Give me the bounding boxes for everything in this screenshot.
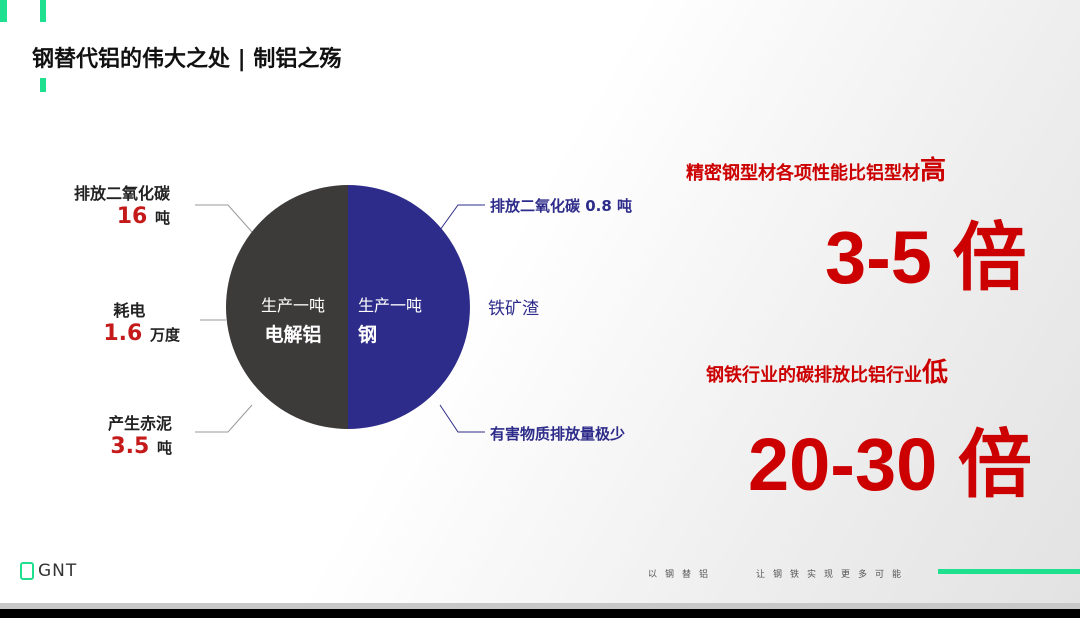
aluminum-stat: 排放二氧化碳 16 吨 — [74, 180, 170, 229]
stat-label: 排放二氧化碳 — [73, 184, 170, 203]
aluminum-stat: 产生赤泥 3.5 吨 — [108, 410, 172, 459]
page-title: 钢替代铝的伟大之处 | 制铝之殇 — [32, 47, 342, 72]
connector-line — [439, 204, 485, 231]
aluminum-half — [226, 185, 348, 429]
stat1-value: 3-5 倍 — [825, 216, 1027, 299]
bottom-band — [0, 603, 1080, 609]
aluminum-circle-label: 生产一吨 电解铝 — [248, 292, 338, 347]
circle-text: 电解铝 — [264, 324, 322, 346]
accent-bar — [0, 0, 7, 22]
circle-text: 生产一吨 — [358, 296, 423, 315]
caption-emphasis: 高 — [920, 156, 947, 186]
stat1-caption: 精密钢型材各项性能比铝型材高 — [686, 150, 946, 187]
footer-slogan: 以钢替铝 — [648, 570, 717, 580]
stat2-value: 20-30 倍 — [748, 423, 1032, 506]
aluminum-stat: 耗电 1.6 万度 — [103, 297, 180, 346]
circle-text: 钢 — [358, 324, 378, 346]
footer-slogan: 让钢铁实现更多可能 — [756, 570, 910, 580]
accent-bar — [40, 78, 46, 92]
connector-line — [195, 204, 253, 233]
circle-text: 生产一吨 — [260, 296, 325, 315]
caption-text: 精密钢型材各项性能比铝型材 — [686, 163, 920, 184]
logo: GNT — [20, 561, 77, 581]
caption-text: 钢铁行业的碳排放比铝行业 — [706, 365, 922, 386]
stat-label: 耗电 — [113, 301, 146, 320]
logo-text: GNT — [38, 561, 78, 581]
stat-label: 产生赤泥 — [107, 414, 172, 433]
stat2-caption: 钢铁行业的碳排放比铝行业低 — [706, 352, 948, 389]
stat-unit: 吨 — [154, 209, 170, 227]
connector-line — [439, 404, 485, 433]
steel-circle-label: 生产一吨 钢 — [358, 292, 448, 347]
stat-value: 3.5 — [110, 434, 150, 459]
accent-bar — [40, 0, 46, 22]
steel-stat: 铁矿渣 — [488, 299, 539, 319]
stat-value: 1.6 — [103, 321, 143, 346]
steel-stat: 排放二氧化碳 0.8 吨 — [490, 197, 633, 215]
stat-value: 16 — [116, 204, 148, 229]
stat-unit: 吨 — [156, 439, 172, 457]
footer-accent-bar — [938, 569, 1080, 574]
caption-emphasis: 低 — [922, 358, 949, 388]
stat-unit: 万度 — [149, 326, 180, 344]
connector-line — [195, 404, 253, 433]
bottom-edge — [0, 609, 1080, 618]
logo-icon — [20, 562, 34, 580]
steel-half — [348, 185, 470, 429]
steel-stat: 有害物质排放量极少 — [490, 425, 626, 443]
